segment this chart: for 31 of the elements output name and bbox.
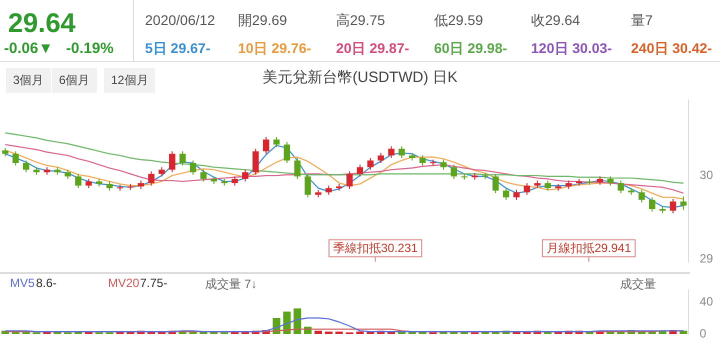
- text: MV20: [108, 276, 140, 290]
- annotation: 成交量 7↓: [205, 276, 258, 293]
- text: 開29.69: [238, 12, 288, 30]
- text: MV5: [10, 276, 35, 290]
- text: 5日 29.67-: [145, 40, 210, 58]
- y-tick-label: 30: [700, 168, 714, 182]
- annotation: 月線扣抵29.941: [546, 241, 632, 256]
- text: 12個月: [104, 68, 156, 93]
- text: 120日 30.03-: [531, 40, 612, 58]
- text: 收29.64: [531, 12, 580, 30]
- text: 6個月: [52, 68, 97, 93]
- text: 10日 29.76-: [238, 40, 312, 58]
- y-tick-label: 40: [700, 294, 714, 308]
- text: 3個月: [6, 68, 51, 93]
- text: 量7: [631, 12, 653, 30]
- text: -0.19%: [66, 40, 114, 57]
- y-tick-label: 29: [700, 252, 714, 266]
- text: 20日 29.87-: [336, 40, 410, 58]
- annotation: 7.75-: [140, 276, 168, 290]
- y-tick-label: 0: [700, 326, 707, 340]
- text: -0.06▼: [4, 40, 54, 57]
- text: 2020/06/12: [145, 12, 216, 28]
- text: 240日 30.42-: [631, 40, 712, 58]
- text: 60日 29.98-: [434, 40, 508, 58]
- chart-title: 美元兌新台幣(USDTWD) 日K: [262, 69, 458, 86]
- text: 29.64: [8, 8, 76, 39]
- text: 低29.59: [434, 12, 484, 30]
- annotation: 8.6-: [36, 276, 57, 290]
- text: 高29.75: [336, 12, 386, 30]
- annotation: 季線扣抵30.231: [332, 241, 418, 256]
- annotation: 成交量: [620, 276, 656, 293]
